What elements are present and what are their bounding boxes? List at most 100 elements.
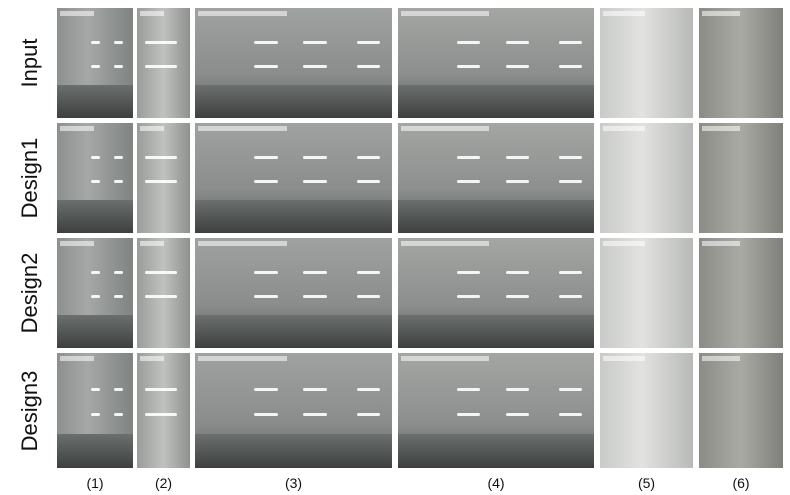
light xyxy=(145,413,177,416)
floor xyxy=(398,434,594,469)
floor xyxy=(57,85,133,118)
light xyxy=(114,388,123,391)
row-label: Design1 xyxy=(17,138,43,219)
light xyxy=(91,388,100,391)
image-cell xyxy=(57,8,133,118)
light xyxy=(457,295,481,298)
light xyxy=(303,65,327,68)
light xyxy=(254,156,278,159)
light xyxy=(145,388,177,391)
light xyxy=(303,388,327,391)
light xyxy=(506,413,530,416)
light xyxy=(357,413,381,416)
timestamp xyxy=(702,126,740,131)
light xyxy=(254,295,278,298)
light xyxy=(559,180,583,183)
timestamp xyxy=(401,126,489,131)
timestamp xyxy=(603,241,645,246)
image-cell xyxy=(600,353,693,468)
image-cell xyxy=(398,353,594,468)
timestamp xyxy=(140,126,164,131)
light xyxy=(357,180,381,183)
column-label: (3) xyxy=(285,475,302,491)
floor xyxy=(398,200,594,233)
timestamp xyxy=(603,356,645,361)
timestamp xyxy=(140,11,164,16)
column-label: (4) xyxy=(487,475,504,491)
image-cell xyxy=(195,123,392,233)
light xyxy=(303,180,327,183)
floor xyxy=(195,434,392,469)
light xyxy=(457,413,481,416)
row-label: Design3 xyxy=(17,370,43,451)
light xyxy=(145,65,177,68)
image-cell xyxy=(600,123,693,233)
image-cell xyxy=(195,353,392,468)
floor xyxy=(195,85,392,118)
image-cell xyxy=(699,238,783,348)
light xyxy=(559,41,583,44)
floor xyxy=(57,434,133,469)
light xyxy=(91,295,100,298)
image-cell xyxy=(398,238,594,348)
timestamp xyxy=(198,356,287,361)
light xyxy=(91,65,100,68)
timestamp xyxy=(60,241,94,246)
light xyxy=(303,295,327,298)
light xyxy=(357,388,381,391)
light xyxy=(91,271,100,274)
image-cell xyxy=(57,238,133,348)
light xyxy=(91,41,100,44)
floor xyxy=(57,200,133,233)
light xyxy=(357,41,381,44)
image-cell xyxy=(137,353,190,468)
light xyxy=(145,156,177,159)
light xyxy=(114,180,123,183)
light xyxy=(303,156,327,159)
timestamp xyxy=(140,241,164,246)
timestamp xyxy=(198,11,287,16)
row-label: Design2 xyxy=(17,253,43,334)
light xyxy=(114,156,123,159)
timestamp xyxy=(702,241,740,246)
light xyxy=(457,388,481,391)
floor xyxy=(398,85,594,118)
image-cell xyxy=(398,123,594,233)
image-cell xyxy=(600,238,693,348)
light xyxy=(457,271,481,274)
light xyxy=(114,65,123,68)
floor xyxy=(57,315,133,348)
light xyxy=(506,295,530,298)
light xyxy=(506,65,530,68)
column-label: (2) xyxy=(155,475,172,491)
timestamp xyxy=(603,11,645,16)
floor xyxy=(195,200,392,233)
light xyxy=(357,271,381,274)
light xyxy=(114,413,123,416)
light xyxy=(145,180,177,183)
timestamp xyxy=(401,11,489,16)
light xyxy=(254,388,278,391)
light xyxy=(506,41,530,44)
light xyxy=(506,180,530,183)
light xyxy=(357,295,381,298)
light xyxy=(91,156,100,159)
light xyxy=(559,156,583,159)
timestamp xyxy=(702,356,740,361)
light xyxy=(114,295,123,298)
image-cell xyxy=(699,8,783,118)
light xyxy=(559,65,583,68)
column-label: (1) xyxy=(86,475,103,491)
timestamp xyxy=(140,356,164,361)
figure: InputDesign1Design2Design3(1)(2)(3)(4)(5… xyxy=(0,0,790,495)
floor xyxy=(195,315,392,348)
light xyxy=(303,271,327,274)
timestamp xyxy=(60,11,94,16)
light xyxy=(91,413,100,416)
light xyxy=(254,413,278,416)
light xyxy=(114,271,123,274)
image-cell xyxy=(699,123,783,233)
image-cell xyxy=(600,8,693,118)
timestamp xyxy=(603,126,645,131)
light xyxy=(457,180,481,183)
